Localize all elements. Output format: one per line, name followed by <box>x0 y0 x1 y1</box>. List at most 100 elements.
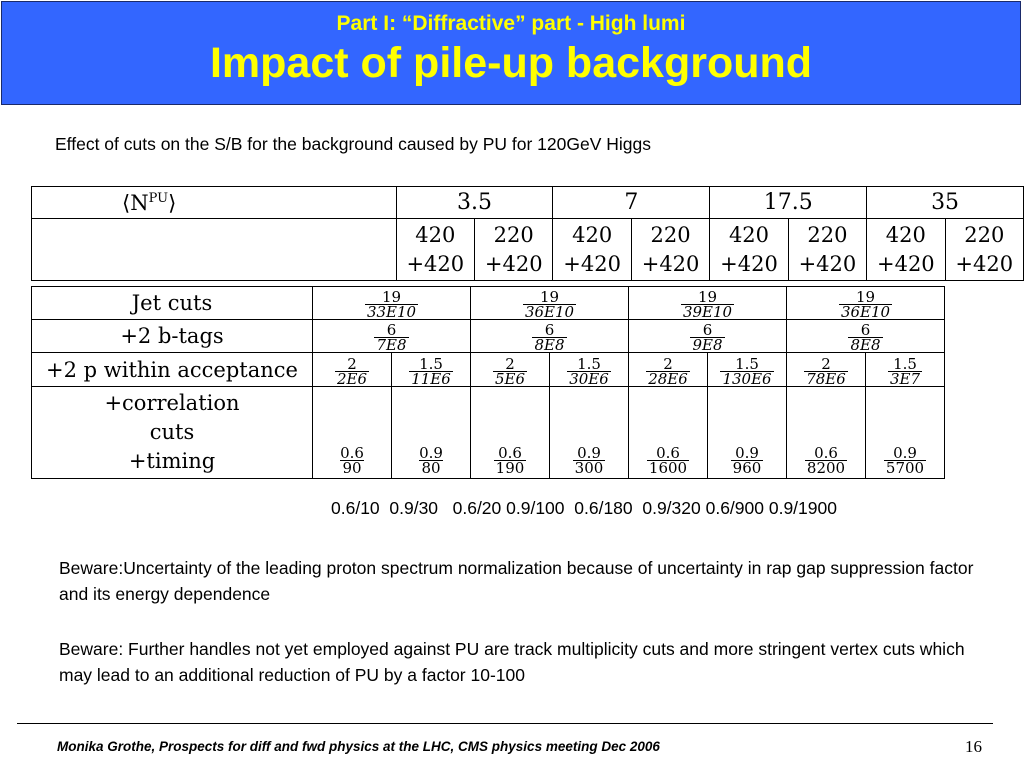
frac-den: 190 <box>493 459 527 477</box>
frac-den: 2E6 <box>334 369 370 388</box>
sb-cell: 19 39E10 <box>628 286 787 321</box>
frac-den: 8200 <box>804 459 848 477</box>
slide-subtitle: Part I: “Diffractive” part - High lumi <box>336 12 686 35</box>
slide-title: Impact of pile-up background <box>209 39 813 87</box>
footer-text: Monika Grothe, Prospects for diff and fw… <box>57 739 660 754</box>
config-cell: 220 +420 <box>787 218 868 281</box>
sb-cell: 0.6 90 <box>312 386 392 479</box>
npu-label-sup: PU <box>148 190 169 206</box>
row-label-proton-acceptance: +2 p within acceptance <box>31 352 313 387</box>
config-bottom: +420 <box>876 251 935 276</box>
config-label-empty <box>31 218 397 281</box>
frac-num: 19 <box>855 288 876 306</box>
cuts-table: Jet cuts 19 33E10 19 36E10 19 39E10 19 36E10… <box>31 286 945 479</box>
config-bottom: +420 <box>406 251 465 276</box>
sb-cell: 0.9 960 <box>707 386 787 479</box>
sb-cell: 6 9E8 <box>628 319 787 354</box>
frac-den: 9E8 <box>690 336 725 354</box>
sb-cell: 1.5 130E6 <box>707 352 787 387</box>
config-bottom: +420 <box>563 251 621 276</box>
slide-header: Part I: “Diffractive” part - High lumi I… <box>1 1 1021 105</box>
config-top: 420 <box>415 222 456 247</box>
sb-cell: 19 36E10 <box>470 286 629 321</box>
sb-cell: 2 78E6 <box>786 352 866 388</box>
config-bottom: +420 <box>955 251 1014 276</box>
frac-num: 19 <box>381 288 402 306</box>
sb-cell: 0.9 80 <box>391 386 471 479</box>
sb-cell: 0.6 1600 <box>628 386 708 479</box>
frac-den: 28E6 <box>646 369 690 388</box>
frac-den: 7E8 <box>374 336 409 354</box>
sb-cell: 19 36E10 <box>786 286 945 321</box>
config-bottom: +420 <box>641 251 700 276</box>
config-bottom: +420 <box>484 251 543 276</box>
frac-den: 36E10 <box>522 303 577 321</box>
frac-num: 6 <box>702 321 713 339</box>
frac-num: 0.6 <box>498 444 522 462</box>
sb-cell: 2 28E6 <box>628 352 708 388</box>
frac-num: 6 <box>386 321 397 339</box>
beware-paragraph-1: Beware:Uncertainty of the leading proton… <box>59 558 974 604</box>
config-cell: 420 +420 <box>395 218 476 281</box>
frac-den: 1600 <box>646 459 690 477</box>
npu-label-pre: ⟨N <box>122 190 149 215</box>
frac-num: 6 <box>544 321 555 339</box>
sb-cell: 6 8E8 <box>470 319 629 354</box>
frac-num: 0.6 <box>340 444 364 462</box>
sb-cell: 2 5E6 <box>470 352 550 388</box>
frac-num: 19 <box>697 288 718 306</box>
label-line: +correlation <box>104 391 240 415</box>
sb-cell: 1.5 3E7 <box>865 352 945 388</box>
frac-den: 33E10 <box>364 303 419 321</box>
frac-num: 1.5 <box>735 354 759 373</box>
frac-num: 1.5 <box>893 354 917 373</box>
frac-den: 960 <box>730 459 764 477</box>
row-label-correlation-timing: +correlation cuts +timing <box>31 386 313 479</box>
config-cell: 420 +420 <box>866 218 946 281</box>
sb-cell: 6 8E8 <box>786 319 945 354</box>
lumi-value: 17.5 <box>709 186 868 219</box>
lumi-value: 7 <box>552 186 711 219</box>
frac-num: 1.5 <box>419 354 443 373</box>
config-bottom: +420 <box>798 251 857 276</box>
frac-den: 300 <box>572 459 606 477</box>
frac-den: 8E8 <box>848 336 883 354</box>
config-cell: 220 +420 <box>474 218 554 281</box>
config-cell: 220 +420 <box>944 218 1024 281</box>
sb-cell: 6 7E8 <box>312 319 471 354</box>
sb-cell: 2 2E6 <box>312 352 392 388</box>
frac-den: 30E6 <box>567 369 611 388</box>
config-cell: 420 +420 <box>709 218 789 281</box>
frac-den: 5700 <box>883 459 927 477</box>
sb-cell: 19 33E10 <box>312 286 471 321</box>
frac-num: 0.6 <box>814 444 838 462</box>
frac-num: 2 <box>663 354 673 373</box>
config-top: 220 <box>964 222 1005 247</box>
frac-den: 5E6 <box>492 369 528 388</box>
frac-num: 2 <box>821 354 831 373</box>
luminosity-header-table: ⟨NPU⟩ 3.5 7 17.5 35 420 +420 220 +420 420 +… <box>31 186 1024 281</box>
frac-den: 36E10 <box>838 303 893 321</box>
frac-num: 2 <box>505 354 515 373</box>
page-number: 16 <box>965 737 982 756</box>
config-cell: 220 +420 <box>630 218 711 281</box>
label-line: cuts <box>149 420 195 444</box>
sb-cell: 1.5 11E6 <box>391 352 471 388</box>
label-line: +timing <box>128 449 216 473</box>
config-cell: 420 +420 <box>552 218 632 281</box>
frac-den: 3E7 <box>887 369 923 388</box>
frac-num: 0.9 <box>577 444 601 462</box>
config-top: 220 <box>807 222 848 247</box>
frac-num: 2 <box>347 354 357 373</box>
frac-den: 39E10 <box>680 303 735 321</box>
npu-label: ⟨NPU⟩ <box>31 186 397 219</box>
sb-cell: 0.9 5700 <box>865 386 945 479</box>
config-top: 420 <box>885 222 926 247</box>
row-label-jet-cuts: Jet cuts <box>31 286 313 320</box>
frac-den: 78E6 <box>804 369 848 388</box>
frac-den: 8E8 <box>532 336 567 354</box>
frac-num: 0.9 <box>735 444 759 462</box>
frac-den: 11E6 <box>409 369 453 388</box>
frac-num: 6 <box>860 321 871 339</box>
sb-cell: 0.6 8200 <box>786 386 866 479</box>
